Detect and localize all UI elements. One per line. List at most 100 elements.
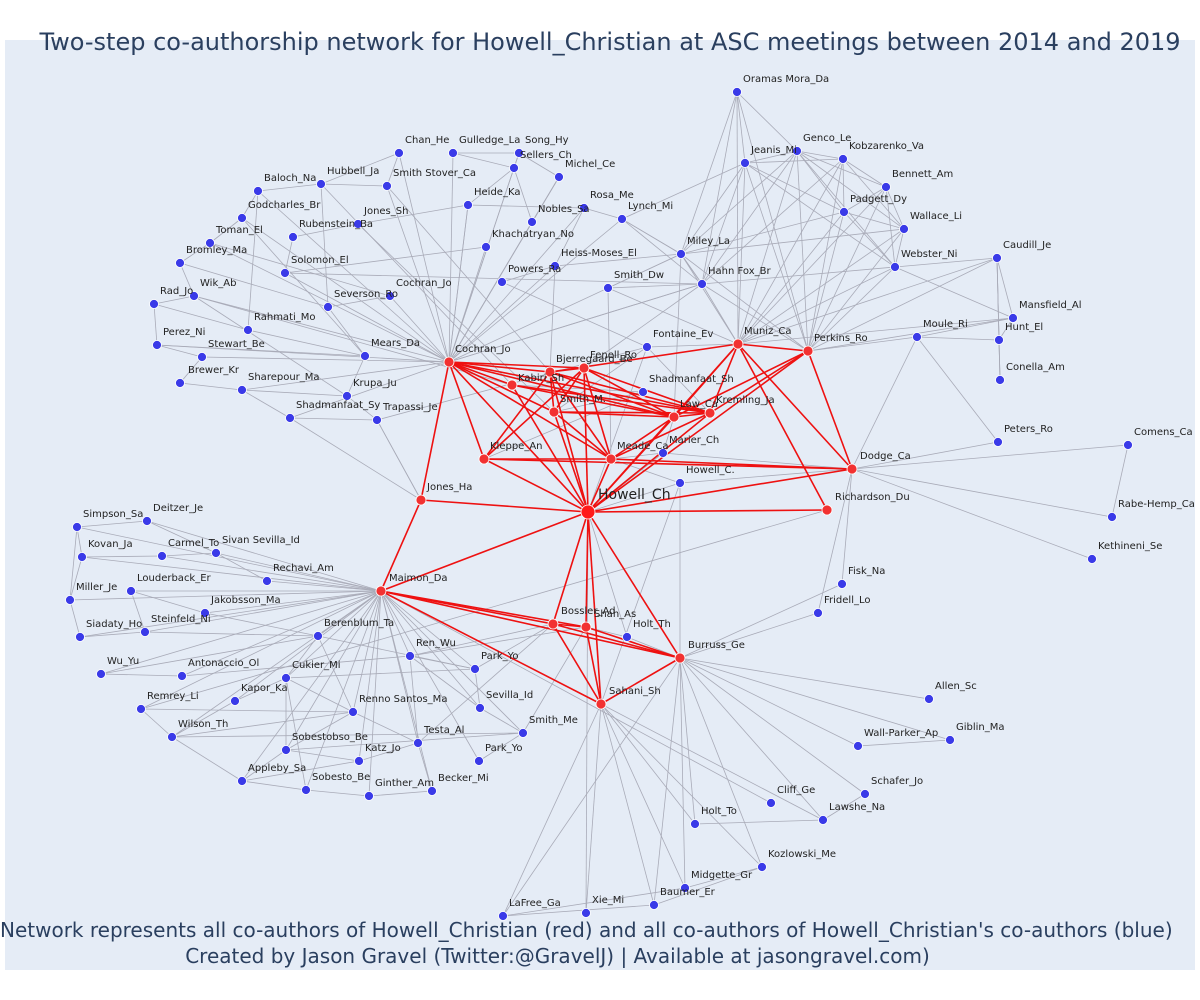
second-step-node[interactable] [77,552,87,562]
second-step-node[interactable] [475,703,485,713]
coauthor-node[interactable] [605,453,617,465]
second-step-node[interactable] [281,673,291,683]
second-step-node[interactable] [890,262,900,272]
second-step-node[interactable] [995,375,1005,385]
second-step-node[interactable] [1123,440,1133,450]
second-step-node[interactable] [470,664,480,674]
coauthor-node[interactable] [375,585,387,597]
second-step-node[interactable] [509,163,519,173]
second-step-node[interactable] [1107,512,1117,522]
second-step-node[interactable] [427,786,437,796]
second-step-node[interactable] [518,728,528,738]
coauthor-node[interactable] [580,621,592,633]
second-step-node[interactable] [189,291,199,301]
second-step-node[interactable] [448,148,458,158]
second-step-node[interactable] [766,798,776,808]
coauthor-node[interactable] [704,407,716,419]
second-step-node[interactable] [853,741,863,751]
second-step-node[interactable] [527,217,537,227]
second-step-node[interactable] [205,238,215,248]
second-step-node[interactable] [481,242,491,252]
second-step-node[interactable] [579,203,589,213]
second-step-node[interactable] [413,738,423,748]
second-step-node[interactable] [65,595,75,605]
second-step-node[interactable] [136,704,146,714]
second-step-node[interactable] [603,283,613,293]
second-step-node[interactable] [157,551,167,561]
second-step-node[interactable] [993,437,1003,447]
second-step-node[interactable] [550,261,560,271]
coauthor-node[interactable] [668,411,680,423]
second-step-node[interactable] [237,776,247,786]
coauthor-node[interactable] [674,652,686,664]
second-step-node[interactable] [924,694,934,704]
second-step-node[interactable] [860,789,870,799]
second-step-node[interactable] [385,291,395,301]
second-step-node[interactable] [288,232,298,242]
second-step-node[interactable] [243,325,253,335]
second-step-node[interactable] [280,268,290,278]
second-step-node[interactable] [313,631,323,641]
second-step-node[interactable] [72,522,82,532]
second-step-node[interactable] [881,182,891,192]
second-step-node[interactable] [792,146,802,156]
second-step-node[interactable] [175,258,185,268]
second-step-node[interactable] [316,179,326,189]
second-step-node[interactable] [839,207,849,217]
second-step-node[interactable] [838,154,848,164]
second-step-node[interactable] [152,340,162,350]
second-step-node[interactable] [197,352,207,362]
second-step-node[interactable] [140,627,150,637]
second-step-node[interactable] [649,900,659,910]
second-step-node[interactable] [945,735,955,745]
second-step-node[interactable] [281,745,291,755]
second-step-node[interactable] [474,756,484,766]
second-step-node[interactable] [354,756,364,766]
coauthor-node[interactable] [548,406,560,418]
second-step-node[interactable] [617,214,627,224]
second-step-node[interactable] [757,862,767,872]
coauthor-node[interactable] [506,379,518,391]
second-step-node[interactable] [732,87,742,97]
second-step-node[interactable] [994,335,1004,345]
coauthor-node[interactable] [547,618,559,630]
second-step-node[interactable] [899,224,909,234]
second-step-node[interactable] [382,181,392,191]
second-step-node[interactable] [676,249,686,259]
second-step-node[interactable] [348,707,358,717]
second-step-node[interactable] [126,586,136,596]
second-step-node[interactable] [353,219,363,229]
second-step-node[interactable] [675,478,685,488]
coauthor-node[interactable] [578,362,590,374]
second-step-node[interactable] [342,391,352,401]
second-step-node[interactable] [237,213,247,223]
second-step-node[interactable] [642,342,652,352]
second-step-node[interactable] [697,279,707,289]
second-step-node[interactable] [463,200,473,210]
second-step-node[interactable] [813,608,823,618]
second-step-node[interactable] [364,791,374,801]
second-step-node[interactable] [497,277,507,287]
second-step-node[interactable] [75,632,85,642]
second-step-node[interactable] [253,186,263,196]
second-step-node[interactable] [394,148,404,158]
second-step-node[interactable] [211,548,221,558]
second-step-node[interactable] [405,651,415,661]
second-step-node[interactable] [912,332,922,342]
second-step-node[interactable] [514,148,524,158]
second-step-node[interactable] [237,385,247,395]
second-step-node[interactable] [301,785,311,795]
second-step-node[interactable] [262,576,272,586]
second-step-node[interactable] [323,302,333,312]
coauthor-node[interactable] [732,338,744,350]
second-step-node[interactable] [230,696,240,706]
second-step-node[interactable] [360,351,370,361]
coauthor-node[interactable] [802,345,814,357]
second-step-node[interactable] [992,253,1002,263]
second-step-node[interactable] [690,819,700,829]
second-step-node[interactable] [581,908,591,918]
second-step-node[interactable] [1008,313,1018,323]
coauthor-node[interactable] [478,453,490,465]
second-step-node[interactable] [372,415,382,425]
second-step-node[interactable] [149,299,159,309]
